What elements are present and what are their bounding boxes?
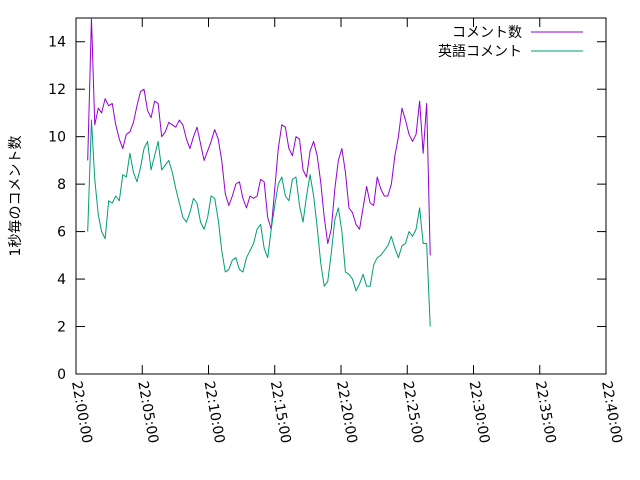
x-tick-label: 22:35:00 [532, 380, 559, 445]
x-tick-label: 22:25:00 [399, 380, 426, 445]
y-tick-label: 10 [48, 130, 66, 146]
x-tick-label: 22:05:00 [134, 380, 161, 445]
y-tick-label: 14 [48, 35, 66, 51]
series-line-1 [87, 119, 431, 327]
x-axis: 22:00:00 22:05:00 22:10:00 22:15:00 22:20:00… [68, 18, 625, 445]
y-tick-label: 4 [57, 272, 66, 288]
y-tick-label: 6 [57, 225, 66, 241]
legend-label: コメント数 [452, 25, 522, 41]
x-tick-label: 22:10:00 [201, 380, 228, 445]
y-tick-label: 0 [57, 367, 66, 383]
x-tick-label: 22:20:00 [333, 380, 360, 445]
series-line-0 [87, 17, 431, 256]
y-tick-label: 2 [57, 320, 66, 336]
y-tick-label: 8 [57, 177, 66, 193]
plot-frame [75, 17, 607, 375]
y-axis: 0 2 4 6 8 10 12 14 [48, 35, 606, 383]
series-layer [87, 17, 431, 327]
y-tick-label: 12 [48, 82, 66, 98]
y-axis-label: 1秒毎のコメント数 [8, 136, 24, 257]
x-tick-label: 22:00:00 [68, 380, 95, 445]
legend-label: 英語コメント [438, 43, 522, 60]
x-tick-label: 22:15:00 [267, 380, 294, 445]
x-tick-label: 22:40:00 [598, 380, 625, 445]
x-tick-label: 22:30:00 [466, 380, 493, 445]
